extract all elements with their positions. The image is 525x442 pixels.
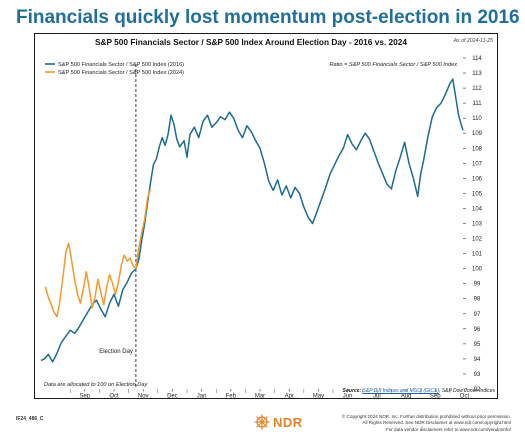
y-tick-label: 98 — [474, 297, 481, 303]
line-chart: S&P 500 Financials Sector / S&P 500 Inde… — [40, 37, 494, 400]
y-tick-label: 92 — [474, 387, 481, 393]
source-link[interactable]: S&P DJI Indices and MSCI (GICS) — [362, 388, 440, 394]
y-tick-label: 110 — [472, 116, 482, 122]
copyright-line: © Copyright 2024 NDR, Inc. Further distr… — [341, 414, 511, 419]
ndr-logo: NDR — [254, 414, 303, 430]
x-tick-label: Feb — [226, 394, 237, 400]
chart-id: IF24_486_C — [16, 416, 44, 422]
y-tick-label: 114 — [472, 56, 482, 62]
y-tick-label: 113 — [472, 71, 482, 77]
x-tick-label: Oct — [460, 394, 470, 400]
x-tick-label: Mar — [255, 394, 265, 400]
as-of-date: As of 2024-11-25 — [453, 38, 494, 44]
ratio-note: Ratio = S&P 500 Financials Sector / S&P … — [329, 62, 457, 68]
y-tick-label: 112 — [472, 86, 482, 92]
chart-headline: Financials quickly lost momentum post-el… — [16, 7, 520, 28]
legend-label: S&P 500 Financials Sector / S&P 500 Inde… — [58, 62, 184, 68]
legend-label: S&P 500 Financials Sector / S&P 500 Inde… — [58, 70, 184, 76]
ndr-compass-icon — [254, 414, 270, 430]
y-tick-label: 97 — [474, 312, 481, 318]
x-tick-label: May — [313, 394, 324, 400]
x-tick-label: Dec — [167, 394, 178, 400]
series-line-2024 — [44, 188, 152, 318]
y-tick-label: 111 — [472, 101, 482, 107]
y-tick-label: 104 — [472, 206, 483, 212]
x-tick-label: Sep — [430, 394, 441, 400]
y-tick-label: 108 — [472, 146, 483, 152]
y-tick-label: 103 — [472, 222, 483, 228]
copyright-line: All Rights Reserved. See NDR Disclaimer … — [362, 420, 511, 426]
x-tick-label: Sep — [79, 394, 90, 400]
y-tick-label: 109 — [472, 131, 483, 137]
source-tail: , S&P Dow Jones Indices — [439, 388, 495, 394]
y-tick-label: 105 — [472, 191, 483, 197]
y-tick-label: 101 — [472, 252, 483, 258]
allocation-note: Data are allocated to 100 on Election Da… — [44, 382, 148, 388]
election-day-label: Election Day — [99, 349, 133, 355]
y-tick-label: 96 — [474, 327, 481, 333]
ndr-logo-text: NDR — [273, 414, 303, 430]
x-tick-label: Apr — [285, 394, 294, 400]
x-tick-label: Jul — [373, 394, 381, 400]
source-note: Source: S&P DJI Indices and MSCI (GICS),… — [343, 388, 495, 394]
y-tick-label: 102 — [472, 237, 483, 243]
source-label: Source: — [342, 388, 362, 394]
x-tick-label: Oct — [109, 394, 119, 400]
chart-title: S&P 500 Financials Sector / S&P 500 Inde… — [95, 37, 407, 47]
x-tick-label: Aug — [401, 394, 412, 400]
copyright-block: © Copyright 2024 NDR, Inc. Further distr… — [301, 414, 511, 433]
y-tick-label: 93 — [474, 372, 481, 378]
y-tick-label: 107 — [472, 161, 483, 167]
y-tick-label: 106 — [472, 176, 483, 182]
y-tick-label: 100 — [472, 267, 483, 273]
y-tick-label: 94 — [474, 357, 481, 363]
copyright-line: For data vendor disclaimers refer to www… — [385, 426, 511, 432]
x-tick-label: Nov — [138, 394, 149, 400]
chart-frame: S&P 500 Financials Sector / S&P 500 Inde… — [34, 33, 498, 400]
series-line-2016 — [40, 78, 464, 363]
y-tick-label: 95 — [474, 342, 481, 348]
x-tick-label: Jun — [343, 394, 353, 400]
x-tick-label: Jan — [197, 394, 207, 400]
y-tick-label: 99 — [474, 282, 481, 288]
